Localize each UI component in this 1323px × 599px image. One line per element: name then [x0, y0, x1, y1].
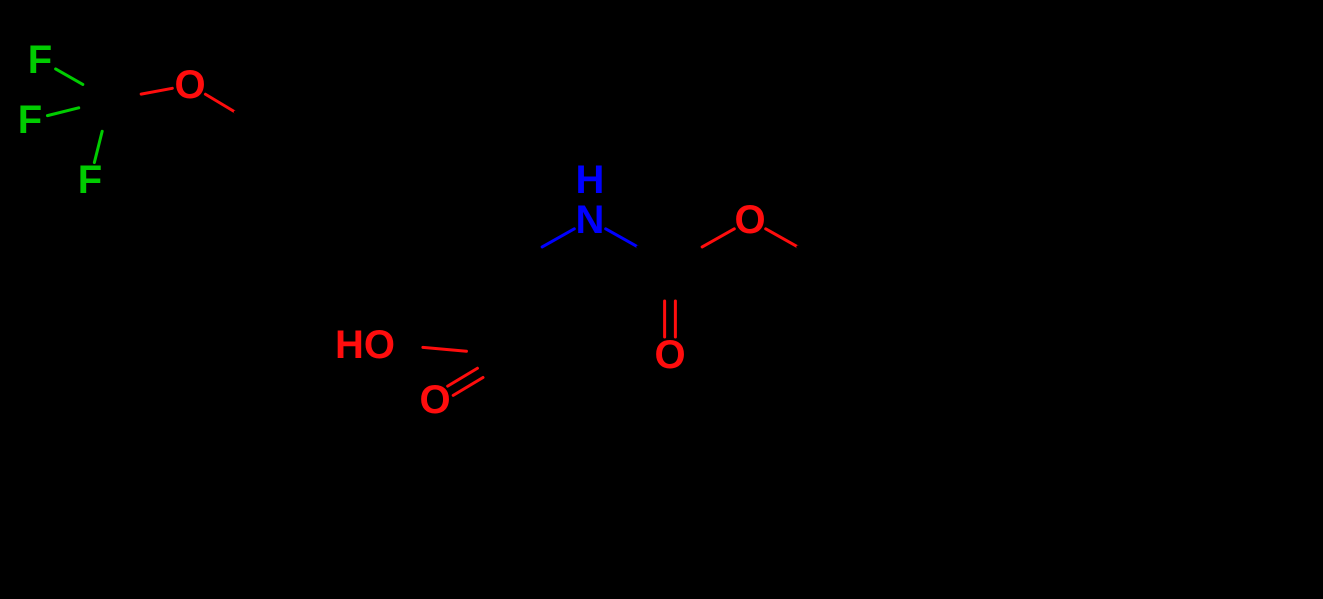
n-atom-label: N [576, 198, 605, 242]
o-atom-label: O [174, 63, 205, 107]
molecule-diagram: FFFOOHONHOO [0, 0, 1323, 599]
ho-atom-label: HO [335, 323, 395, 367]
o-atom-label: O [654, 333, 685, 377]
o-atom-label: O [734, 198, 765, 242]
f-atom-label: F [28, 38, 52, 82]
o-atom-label: O [419, 378, 450, 422]
h-atom-label: H [576, 158, 605, 202]
f-atom-label: F [78, 158, 102, 202]
f-atom-label: F [18, 98, 42, 142]
